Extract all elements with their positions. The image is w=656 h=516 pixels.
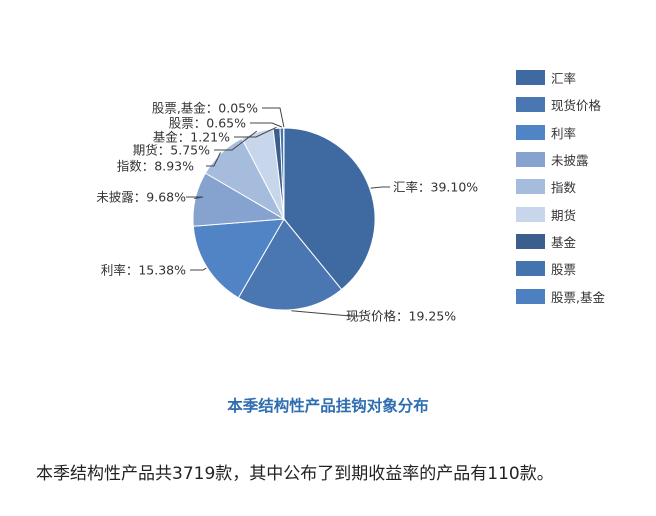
leader-line-1: [291, 310, 362, 317]
leader-line-4: [206, 152, 221, 167]
legend-item-5: 期货: [516, 200, 605, 227]
legend-label: 汇率: [551, 71, 577, 87]
slice-label-0: 汇率：39.10%: [393, 180, 478, 195]
slice-label-8: 股票,基金：0.05%: [152, 101, 258, 116]
slice-label-5: 期货：5.75%: [133, 143, 210, 158]
legend-swatch: [516, 261, 545, 277]
legend-item-7: 股票: [516, 255, 605, 282]
legend-item-3: 未披露: [516, 146, 605, 173]
leader-line-3: [186, 196, 204, 199]
legend-item-8: 股票,基金: [516, 282, 605, 309]
legend-item-4: 指数: [516, 173, 605, 200]
pie-slice-0: [283, 127, 376, 291]
legend-item-2: 利率: [516, 119, 605, 146]
legend-swatch: [516, 97, 545, 113]
chart-legend: 汇率现货价格利率未披露指数期货基金股票股票,基金: [516, 64, 605, 310]
legend-label: 未披露: [551, 153, 589, 169]
legend-swatch: [516, 233, 545, 249]
legend-item-1: 现货价格: [516, 91, 605, 118]
caption-text: 本季结构性产品共3719款，其中公布了到期收益率的产品有110款。: [36, 464, 554, 484]
legend-swatch: [516, 152, 545, 168]
leader-line-0: [370, 186, 390, 189]
slice-label-3: 未披露：9.68%: [96, 190, 186, 205]
legend-label: 股票: [551, 262, 577, 278]
leader-line-6: [234, 126, 277, 138]
legend-item-6: 基金: [516, 228, 605, 255]
pie-slice-2: [192, 218, 285, 299]
legend-swatch: [516, 288, 545, 304]
slice-label-6: 基金：1.21%: [153, 130, 230, 145]
leader-line-2: [190, 267, 207, 271]
legend-swatch: [516, 206, 545, 222]
pie-slice-1: [237, 218, 343, 311]
legend-swatch: [516, 179, 545, 195]
chart-title: 本季结构性产品挂钩对象分布: [227, 397, 429, 415]
legend-label: 股票,基金: [551, 289, 605, 305]
legend-label: 期货: [551, 207, 577, 223]
legend-label: 基金: [551, 234, 577, 250]
legend-label: 指数: [551, 180, 577, 196]
legend-swatch: [516, 70, 545, 86]
slice-label-2: 利率：15.38%: [101, 263, 186, 278]
legend-item-0: 汇率: [516, 64, 605, 91]
slice-label-4: 指数：8.93%: [117, 159, 194, 174]
legend-label: 利率: [551, 125, 577, 141]
legend-label: 现货价格: [551, 98, 602, 114]
leader-line-7: [250, 122, 282, 128]
slice-label-1: 现货价格：19.25%: [346, 309, 456, 324]
slice-label-7: 股票：0.65%: [169, 116, 246, 131]
leader-line-8: [262, 107, 285, 128]
legend-swatch: [516, 124, 545, 140]
